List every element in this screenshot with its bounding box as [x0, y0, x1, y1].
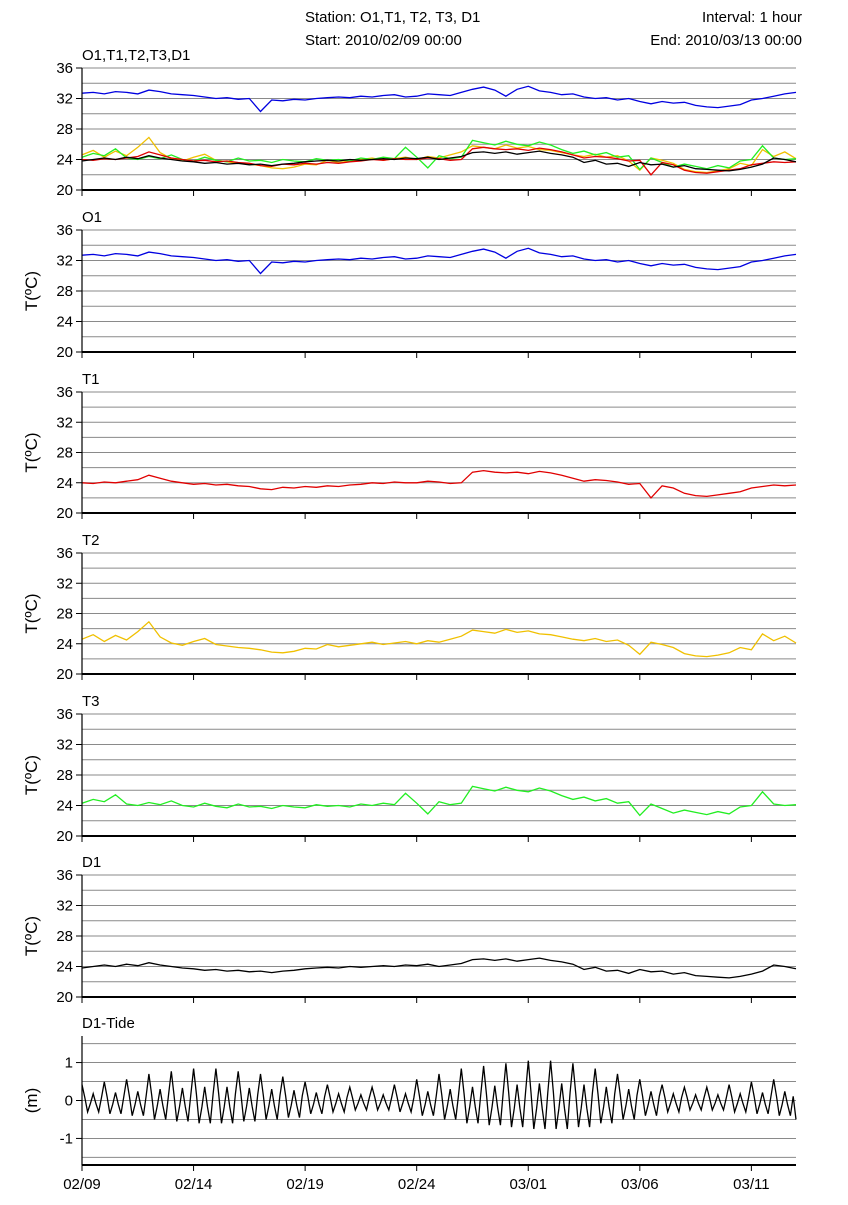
y-tick-label: 28: [56, 445, 73, 462]
y-tick-label: -1: [60, 1130, 73, 1147]
series-line: [81, 85, 797, 113]
panel-title: T2: [82, 532, 100, 549]
y-axis-label: T(ºC): [22, 916, 41, 956]
series-line: [81, 957, 797, 979]
station-label: Station: O1,T1, T2, T3, D1: [305, 9, 480, 26]
panel-title: D1-Tide: [82, 1015, 135, 1032]
panel-title: D1: [82, 854, 101, 871]
y-tick-label: 32: [56, 737, 73, 754]
interval-label: Interval: 1 hour: [702, 9, 802, 26]
panel-title: T3: [82, 693, 100, 710]
x-tick-label: 03/06: [621, 1176, 659, 1193]
y-tick-label: 36: [56, 384, 73, 401]
x-tick-label: 02/24: [398, 1176, 436, 1193]
y-tick-label: 28: [56, 283, 73, 300]
x-tick-label: 03/01: [509, 1176, 547, 1193]
y-tick-label: 28: [56, 928, 73, 945]
end-label: End: 2010/03/13 00:00: [650, 32, 802, 49]
series-line: [81, 785, 797, 817]
series-line: [81, 620, 797, 658]
y-tick-label: 20: [56, 666, 73, 683]
y-tick-label: 24: [56, 314, 73, 331]
y-tick-label: 32: [56, 91, 73, 108]
y-tick-label: 36: [56, 222, 73, 239]
y-tick-label: 20: [56, 989, 73, 1006]
y-axis-label: T(ºC): [22, 755, 41, 795]
y-tick-label: 32: [56, 575, 73, 592]
x-tick-label: 02/14: [175, 1176, 213, 1193]
start-label: Start: 2010/02/09 00:00: [305, 32, 462, 49]
y-axis-label: T(ºC): [22, 593, 41, 633]
y-axis-label: T(ºC): [22, 432, 41, 472]
y-tick-label: 24: [56, 475, 73, 492]
y-tick-label: 32: [56, 414, 73, 431]
y-tick-label: 36: [56, 545, 73, 562]
y-tick-label: 28: [56, 606, 73, 623]
x-tick-label: 03/11: [733, 1176, 769, 1193]
panel-title: O1: [82, 209, 102, 226]
x-tick-label: 02/09: [63, 1176, 101, 1193]
y-tick-label: 32: [56, 898, 73, 915]
y-tick-label: 20: [56, 344, 73, 361]
y-tick-label: 32: [56, 253, 73, 270]
y-tick-label: 20: [56, 182, 73, 199]
y-tick-label: 36: [56, 60, 73, 77]
y-tick-label: 24: [56, 959, 73, 976]
y-tick-label: 36: [56, 867, 73, 884]
y-tick-label: 24: [56, 636, 73, 653]
y-tick-label: 1: [65, 1055, 73, 1072]
series-line: [81, 136, 797, 174]
series-line: [81, 150, 797, 172]
y-tick-label: 0: [65, 1093, 73, 1110]
panel-title: O1,T1,T2,T3,D1: [82, 47, 190, 64]
y-tick-label: 28: [56, 121, 73, 138]
y-tick-label: 36: [56, 706, 73, 723]
y-tick-label: 20: [56, 505, 73, 522]
panel-title: T1: [82, 371, 100, 388]
y-axis-label: T(ºC): [22, 271, 41, 311]
series-line: [81, 469, 797, 499]
y-tick-label: 24: [56, 152, 73, 169]
y-tick-label: 24: [56, 798, 73, 815]
y-tick-label: 20: [56, 828, 73, 845]
y-tick-label: 28: [56, 767, 73, 784]
x-tick-label: 02/19: [286, 1176, 324, 1193]
series-line: [81, 1060, 797, 1130]
y-axis-label: (m): [22, 1088, 41, 1113]
series-line: [81, 247, 797, 275]
